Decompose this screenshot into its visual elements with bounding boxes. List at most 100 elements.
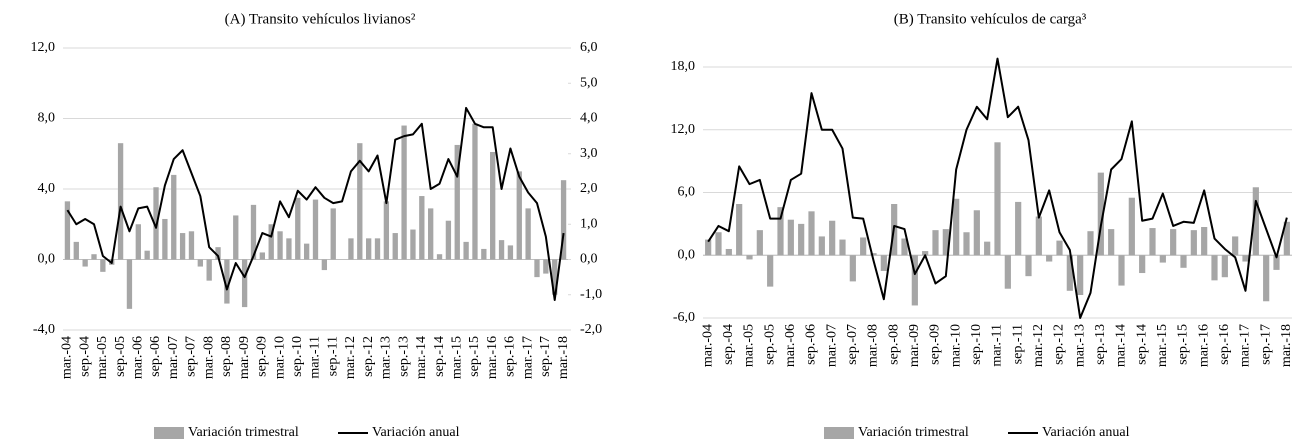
bar	[1077, 255, 1084, 295]
x-tick-label: sep.-13	[1093, 324, 1108, 365]
bar	[392, 233, 398, 260]
x-tick-label: sep.-04	[77, 336, 92, 377]
bar	[756, 230, 763, 256]
legend-label: Variación anual	[1042, 425, 1130, 440]
x-tick-label: mar.-16	[485, 336, 500, 379]
bar	[1139, 255, 1146, 274]
bar	[1056, 240, 1063, 256]
bar	[419, 196, 425, 260]
bar	[91, 254, 97, 260]
bar	[179, 233, 186, 260]
y-tick-label: 0,0	[678, 247, 696, 262]
bar	[233, 215, 239, 260]
x-tick-label: mar.-08	[866, 324, 881, 367]
y-tick-label: -6,0	[673, 310, 695, 325]
bar	[798, 223, 805, 256]
bar	[1108, 229, 1115, 256]
bar	[1035, 216, 1042, 256]
chart-title: (A) Transito vehículos livianos²	[225, 11, 416, 27]
x-tick-label: mar.-13	[1072, 324, 1087, 367]
bar	[953, 198, 960, 256]
bar	[498, 240, 505, 260]
bar	[973, 210, 980, 256]
bar	[849, 255, 856, 282]
x-tick-label: sep.-14	[432, 336, 447, 377]
bar	[188, 231, 195, 260]
bar	[144, 250, 150, 260]
legend-label: Variación trimestral	[188, 425, 299, 440]
x-tick-label: sep.-15	[1176, 324, 1191, 365]
bar	[860, 237, 867, 256]
bar	[552, 259, 558, 295]
x-tick-label: sep.-16	[1217, 324, 1232, 365]
bar	[1221, 255, 1228, 278]
x-tick-label: sep.-11	[325, 336, 340, 376]
bar	[1149, 228, 1156, 256]
x-tick-label: sep.-14	[1134, 324, 1149, 365]
bar	[1159, 255, 1166, 263]
bar	[472, 123, 478, 260]
bar	[197, 259, 203, 267]
bar	[374, 238, 381, 260]
y2-tick-label: 5,0	[580, 75, 598, 90]
bar	[870, 253, 877, 256]
bar	[560, 180, 567, 260]
bar	[984, 241, 991, 256]
y-tick-label: 4,0	[38, 181, 56, 196]
x-tick-label: sep.-17	[538, 336, 553, 377]
bar	[1004, 255, 1011, 289]
x-tick-label: sep.-09	[255, 336, 270, 377]
x-tick-label: sep.-09	[928, 324, 943, 365]
x-tick-label: sep.-08	[219, 336, 234, 377]
bar	[428, 208, 434, 260]
bar	[1066, 255, 1073, 291]
x-tick-label: mar.-17	[520, 336, 535, 379]
bar	[303, 243, 310, 260]
bar	[100, 259, 106, 272]
x-tick-label: mar.-14	[1114, 324, 1129, 367]
bar	[1242, 255, 1249, 262]
x-tick-label: mar.-16	[1196, 324, 1211, 367]
x-tick-label: mar.-07	[166, 336, 181, 379]
y-tick-label: 12,0	[31, 40, 56, 55]
x-tick-label: mar.-06	[131, 336, 146, 379]
bar	[463, 241, 469, 260]
bar	[1190, 230, 1197, 256]
bar	[1201, 227, 1208, 256]
bar	[839, 239, 846, 256]
y2-tick-label: 2,0	[580, 181, 598, 196]
bar	[746, 255, 753, 260]
bar	[1097, 172, 1104, 256]
y-tick-label: 18,0	[671, 59, 696, 74]
bar	[507, 245, 514, 260]
bar	[277, 231, 283, 260]
x-tick-label: sep.-07	[845, 324, 860, 365]
line	[707, 57, 1288, 319]
x-tick-label: sep.-06	[148, 336, 163, 377]
bar	[259, 252, 265, 260]
bar	[215, 247, 221, 260]
bar	[481, 248, 487, 260]
bar	[436, 254, 443, 260]
x-tick-label: mar.-12	[1031, 324, 1046, 367]
legend-label: Variación anual	[372, 425, 460, 440]
x-tick-label: sep.-10	[290, 336, 305, 377]
x-tick-label: mar.-12	[343, 336, 358, 379]
x-tick-label: sep.-16	[503, 336, 518, 377]
bar	[117, 143, 124, 260]
x-tick-label: sep.-05	[113, 336, 128, 377]
bar	[135, 224, 141, 260]
x-tick-label: sep.-12	[361, 336, 376, 377]
bar	[241, 259, 248, 308]
bar	[994, 142, 1001, 256]
bar	[880, 255, 887, 271]
bar	[1128, 197, 1135, 256]
x-tick-label: sep.-05	[762, 324, 777, 365]
bar	[1211, 255, 1218, 281]
x-tick-label: mar.-10	[272, 336, 287, 379]
x-tick-label: mar.-11	[308, 336, 323, 379]
y-tick-label: -4,0	[33, 322, 55, 337]
x-tick-label: mar.-10	[948, 324, 963, 367]
bar	[171, 174, 177, 260]
bar	[911, 255, 918, 306]
